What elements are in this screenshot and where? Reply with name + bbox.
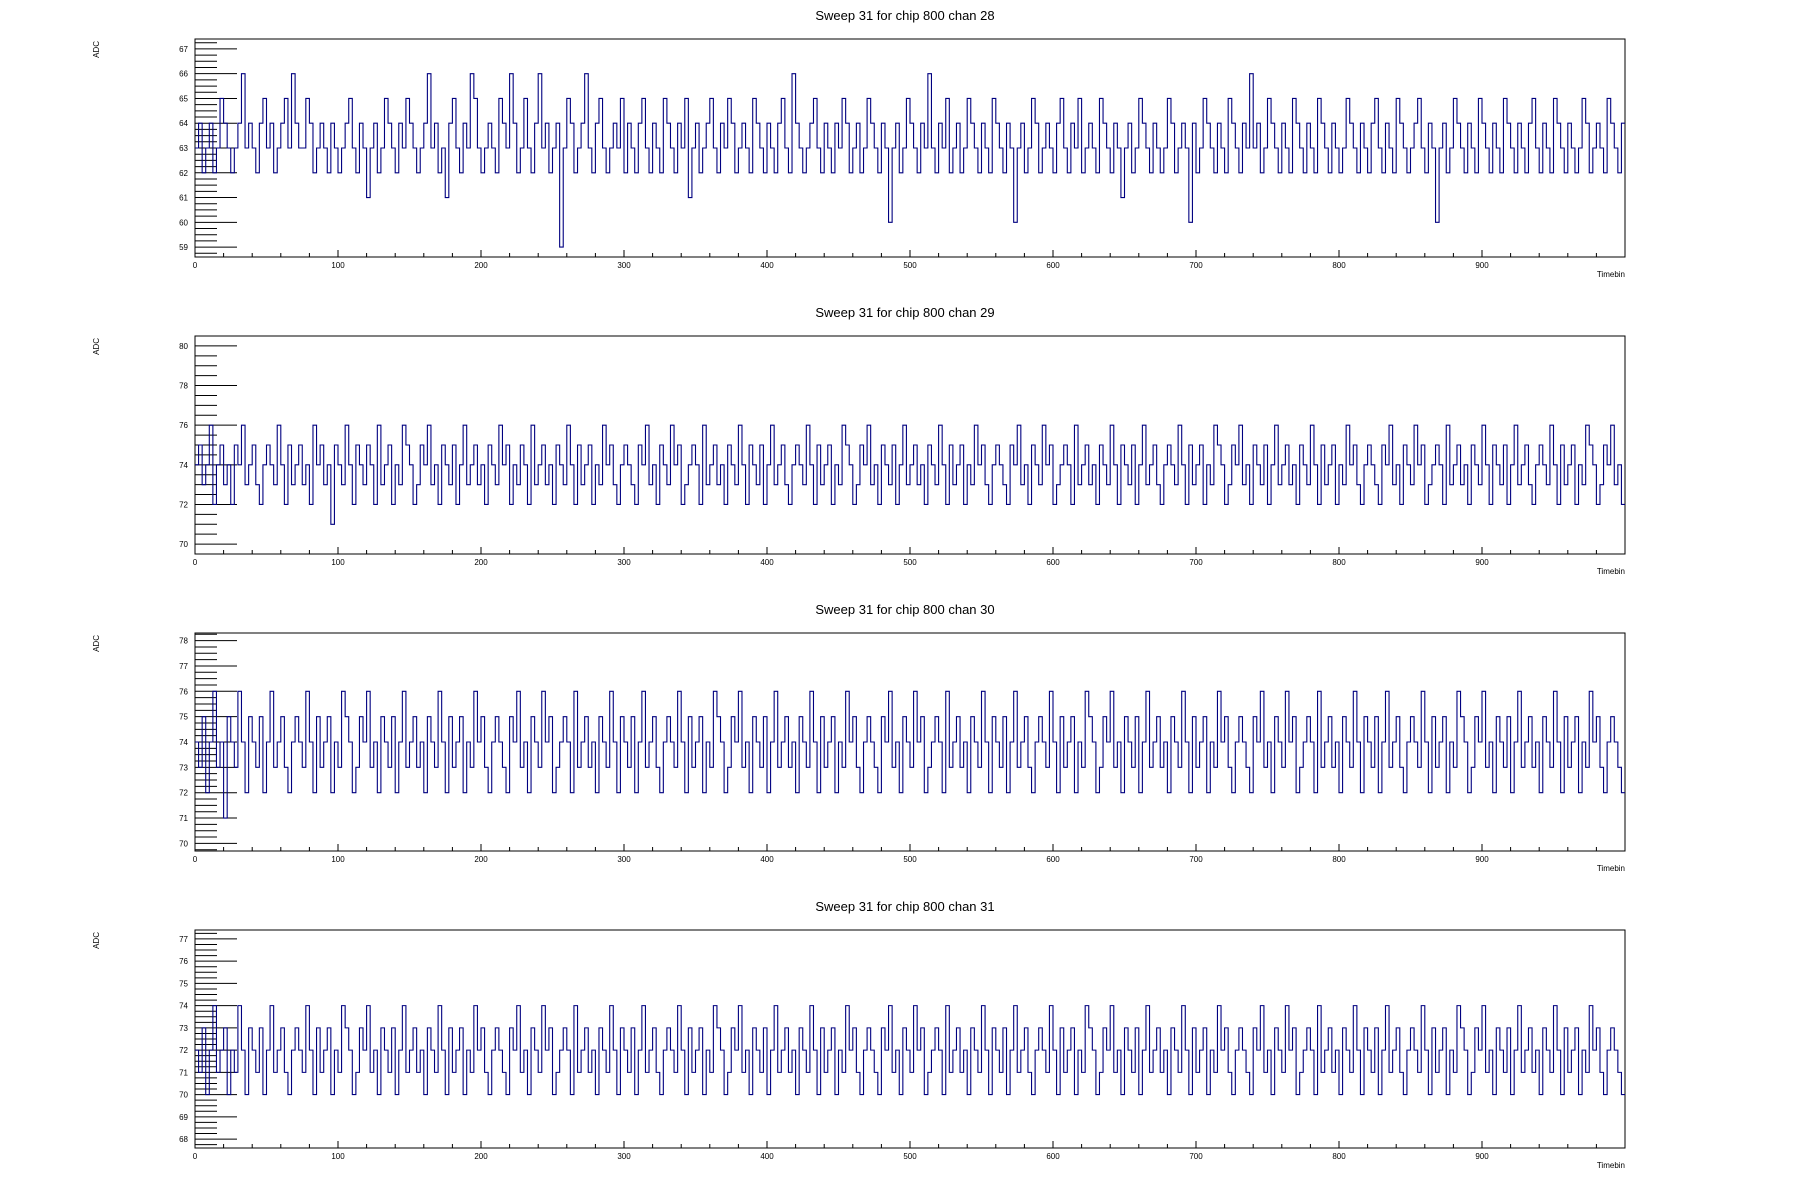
x-tick-label: 800	[1332, 261, 1346, 270]
y-tick-label: 64	[179, 119, 188, 128]
y-tick-label: 59	[179, 243, 188, 252]
x-tick-label: 900	[1475, 1152, 1489, 1161]
y-tick-label: 74	[179, 738, 188, 747]
x-tick-label: 600	[1046, 261, 1060, 270]
y-tick-label: 77	[179, 935, 188, 944]
y-tick-label: 61	[179, 194, 188, 203]
y-tick-label: 73	[179, 1024, 188, 1033]
y-tick-label: 69	[179, 1113, 188, 1122]
y-tick-label: 71	[179, 1068, 188, 1077]
y-tick-label: 65	[179, 94, 188, 103]
x-tick-label: 300	[617, 261, 631, 270]
y-axis-label: ADC	[92, 41, 101, 58]
y-tick-label: 72	[179, 500, 188, 509]
y-tick-label: 67	[179, 45, 188, 54]
y-tick-label: 76	[179, 687, 188, 696]
x-tick-label: 200	[474, 855, 488, 864]
x-tick-label: 100	[331, 558, 345, 567]
x-tick-label: 700	[1189, 558, 1203, 567]
x-tick-label: 100	[331, 855, 345, 864]
y-tick-label: 63	[179, 144, 188, 153]
y-tick-label: 74	[179, 1002, 188, 1011]
y-axis-label: ADC	[92, 932, 101, 949]
x-tick-label: 600	[1046, 1152, 1060, 1161]
y-tick-label: 66	[179, 70, 188, 79]
series-line-1	[195, 1005, 1625, 1096]
x-tick-label: 0	[193, 261, 198, 270]
y-tick-label: 76	[179, 421, 188, 430]
x-tick-label: 500	[903, 261, 917, 270]
y-tick-label: 70	[179, 839, 188, 848]
series-line-1	[195, 690, 1625, 819]
series-line-1	[195, 424, 1625, 525]
x-tick-label: 700	[1189, 1152, 1203, 1161]
y-tick-label: 72	[179, 1046, 188, 1055]
x-tick-label: 500	[903, 1152, 917, 1161]
chart-title: Sweep 31 for chip 800 chan 29	[815, 305, 994, 320]
x-tick-label: 400	[760, 558, 774, 567]
x-tick-label: 800	[1332, 1152, 1346, 1161]
x-tick-label: 900	[1475, 261, 1489, 270]
x-tick-label: 200	[474, 261, 488, 270]
x-tick-label: 0	[193, 1152, 198, 1161]
y-tick-label: 70	[179, 540, 188, 549]
chart-title: Sweep 31 for chip 800 chan 31	[815, 899, 994, 914]
x-tick-label: 200	[474, 558, 488, 567]
series-line-1	[195, 73, 1625, 248]
x-tick-label: 0	[193, 855, 198, 864]
x-tick-label: 200	[474, 1152, 488, 1161]
x-tick-label: 300	[617, 558, 631, 567]
y-tick-label: 75	[179, 713, 188, 722]
chart-title: Sweep 31 for chip 800 chan 28	[815, 8, 994, 23]
y-tick-label: 62	[179, 169, 188, 178]
x-tick-label: 400	[760, 855, 774, 864]
x-axis-label: Timebin	[1597, 864, 1625, 873]
x-axis-label: Timebin	[1597, 1161, 1625, 1170]
y-tick-label: 76	[179, 957, 188, 966]
y-tick-label: 78	[179, 637, 188, 646]
x-tick-label: 700	[1189, 855, 1203, 864]
chart-title: Sweep 31 for chip 800 chan 30	[815, 602, 994, 617]
chart-panel-2: Sweep 31 for chip 800 chan 29 ADC Timebin 0…	[92, 305, 1626, 576]
y-tick-label: 72	[179, 789, 188, 798]
x-tick-label: 800	[1332, 558, 1346, 567]
x-tick-label: 900	[1475, 558, 1489, 567]
x-tick-label: 100	[331, 1152, 345, 1161]
x-tick-label: 100	[331, 261, 345, 270]
x-tick-label: 600	[1046, 558, 1060, 567]
x-tick-label: 400	[760, 261, 774, 270]
y-tick-label: 78	[179, 382, 188, 391]
x-tick-label: 0	[193, 558, 198, 567]
y-tick-label: 73	[179, 763, 188, 772]
x-tick-label: 500	[903, 855, 917, 864]
y-tick-label: 68	[179, 1135, 188, 1144]
x-tick-label: 300	[617, 855, 631, 864]
x-tick-label: 700	[1189, 261, 1203, 270]
chart-panel-4: Sweep 31 for chip 800 chan 31 ADC Timebin 0…	[92, 899, 1626, 1170]
y-tick-label: 75	[179, 979, 188, 988]
chart-panel-1: Sweep 31 for chip 800 chan 28 ADC Timebin 0…	[92, 8, 1626, 279]
x-axis-label: Timebin	[1597, 270, 1625, 279]
x-axis-label: Timebin	[1597, 567, 1625, 576]
chart-panel-3: Sweep 31 for chip 800 chan 30 ADC Timebin 0…	[92, 602, 1626, 873]
x-tick-label: 500	[903, 558, 917, 567]
y-axis-label: ADC	[92, 635, 101, 652]
x-tick-label: 400	[760, 1152, 774, 1161]
y-axis-label: ADC	[92, 338, 101, 355]
x-tick-label: 900	[1475, 855, 1489, 864]
y-tick-label: 60	[179, 218, 188, 227]
y-tick-label: 80	[179, 342, 188, 351]
x-tick-label: 300	[617, 1152, 631, 1161]
x-tick-label: 600	[1046, 855, 1060, 864]
y-tick-label: 74	[179, 461, 188, 470]
x-tick-label: 800	[1332, 855, 1346, 864]
y-tick-label: 70	[179, 1091, 188, 1100]
y-tick-label: 71	[179, 814, 188, 823]
y-tick-label: 77	[179, 662, 188, 671]
